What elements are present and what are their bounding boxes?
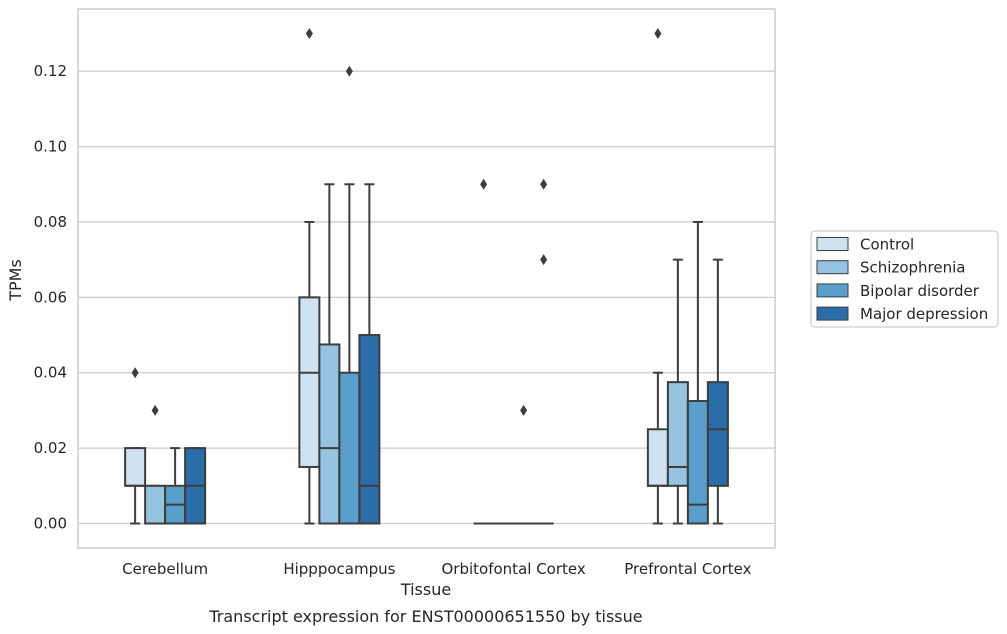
box-iqr	[338, 371, 361, 525]
legend-item: Bipolar disorder	[816, 282, 980, 300]
box-iqr	[666, 381, 689, 487]
box-major-depression	[184, 447, 207, 525]
legend-label: Control	[860, 236, 914, 254]
outlier-point	[151, 404, 159, 416]
box-groups	[124, 28, 729, 525]
y-tick-label: 0.00	[34, 515, 67, 533]
box-control	[124, 367, 147, 525]
plot-frame	[77, 8, 776, 549]
legend-swatch	[816, 283, 849, 298]
y-tick-label: 0.10	[34, 138, 67, 156]
box-schizophrenia	[144, 404, 167, 525]
box-control	[298, 28, 321, 525]
outlier-point	[345, 65, 353, 77]
outlier-point	[540, 178, 548, 190]
legend-item: Schizophrenia	[816, 259, 965, 277]
box-major-depression	[706, 258, 729, 525]
box-control	[646, 28, 669, 525]
box-iqr	[124, 447, 147, 487]
box-iqr	[358, 334, 381, 525]
box-iqr	[706, 381, 729, 487]
box-schizophrenia	[318, 183, 341, 525]
outlier-point	[480, 178, 488, 190]
legend-label: Schizophrenia	[860, 259, 965, 277]
y-tick-label: 0.08	[34, 213, 67, 231]
box-bipolar-disorder	[164, 447, 187, 525]
box-iqr	[318, 343, 341, 525]
y-tick-label: 0.04	[34, 364, 67, 382]
legend-swatch	[816, 237, 849, 251]
outlier-point	[520, 404, 528, 416]
outlier-point	[654, 28, 662, 39]
legend-frame	[810, 230, 999, 328]
box-control	[473, 178, 494, 525]
outlier-point	[305, 28, 313, 39]
box-iqr	[646, 428, 669, 487]
box-major-depression	[358, 183, 381, 525]
legend-label: Bipolar disorder	[860, 282, 980, 300]
legend-item: Major depression	[816, 305, 988, 323]
box-iqr	[144, 484, 167, 525]
x-axis-label: Tissue	[400, 580, 451, 599]
box-bipolar-disorder	[513, 404, 534, 525]
chart-caption: Transcript expression for ENST0000065155…	[208, 607, 642, 626]
box-major-depression	[533, 178, 554, 525]
x-tick-label: Hipppocampus	[283, 560, 395, 578]
x-tick-label: Prefrontal Cortex	[624, 560, 751, 578]
box-bipolar-disorder	[338, 65, 361, 525]
legend-item: Control	[816, 236, 914, 254]
legend-label: Major depression	[860, 305, 988, 323]
x-tick-label: Cerebellum	[122, 560, 208, 578]
x-axis-ticks: Cerebellum Hipppocampus Orbitofontal Corte…	[122, 560, 751, 578]
y-tick-label: 0.02	[34, 439, 67, 457]
outlier-point	[540, 254, 548, 266]
box-schizophrenia	[666, 258, 689, 525]
y-axis-ticks: 0.00 0.02 0.04 0.06 0.08 0.10 0.12	[34, 62, 67, 532]
x-tick-label: Orbitofontal Cortex	[442, 560, 586, 578]
legend-swatch	[816, 306, 849, 321]
y-axis-label: TPMs	[6, 259, 25, 302]
y-tick-label: 0.06	[34, 288, 67, 306]
box-iqr	[298, 296, 321, 468]
outlier-point	[131, 367, 139, 379]
legend-swatch	[816, 260, 849, 275]
legend: Control Schizophrenia Bipolar disorder Majo…	[810, 230, 999, 328]
y-tick-label: 0.12	[34, 62, 67, 80]
